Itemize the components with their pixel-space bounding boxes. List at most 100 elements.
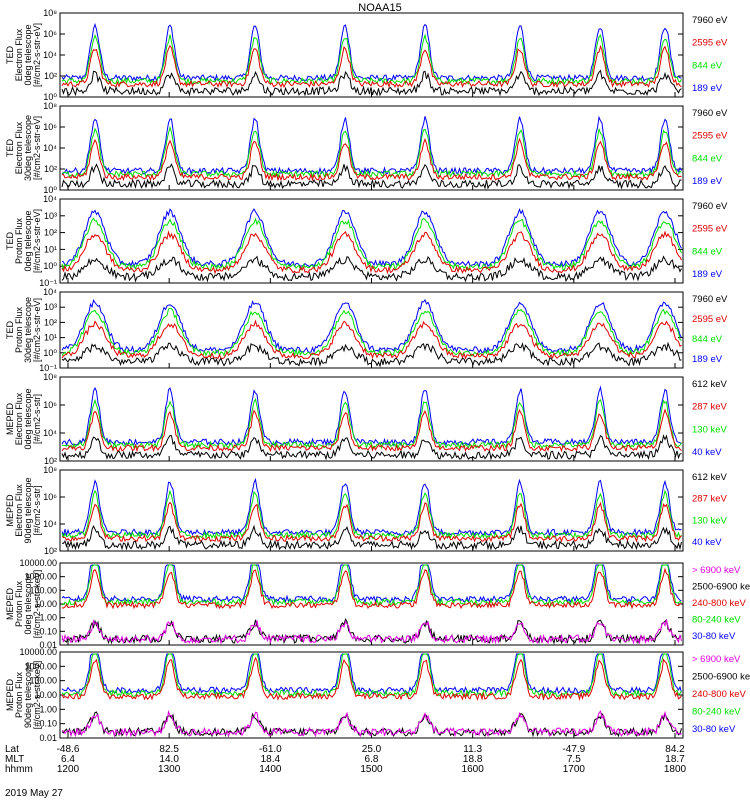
- y-tick-label: 1.00: [39, 704, 57, 714]
- y-tick-label: 10⁸: [43, 372, 57, 382]
- legend-entry: 30-80 keV: [692, 724, 736, 735]
- trace-black: [61, 524, 682, 551]
- y-tick-label: 10.00: [34, 690, 57, 700]
- y-tick-label: 10000.00: [19, 558, 57, 568]
- legend-entry: 287 keV: [692, 402, 728, 413]
- trace-blue: [61, 564, 682, 604]
- y-axis-label: Electron Flux: [14, 121, 24, 174]
- data-traces: [61, 208, 682, 283]
- trace-black: [61, 434, 682, 461]
- trace-green: [61, 564, 682, 607]
- y-tick-label: 10000.00: [19, 647, 57, 657]
- y-axis-label: [#/cm2-s-str]: [32, 485, 42, 535]
- trace-blue: [61, 22, 682, 83]
- legend-entry: 130 keV: [692, 515, 728, 526]
- panel-2: 10⁰ 10² 10⁴ 10⁶ 10⁸ TED Electron Flux 30deg tel…: [5, 101, 728, 195]
- y-tick-label: 10⁻¹: [39, 278, 57, 288]
- data-traces: [61, 22, 682, 97]
- y-axis-label: TED: [5, 138, 15, 157]
- panel-3: 10⁻¹ 10⁰ 10¹ 10² 10³ 10⁴ TED Proton Flux 0deg te…: [5, 194, 728, 288]
- axis-row-value: 11.3: [463, 744, 482, 755]
- panel-frame: [59, 291, 684, 369]
- y-tick-label: 10⁴: [43, 50, 57, 60]
- legend-entry: 612 keV: [692, 379, 728, 390]
- y-tick-label: 10²: [44, 164, 57, 174]
- legend-entry: 189 eV: [692, 83, 723, 94]
- y-tick-label: 10²: [44, 456, 57, 466]
- legend-entry: 80-240 keV: [692, 707, 741, 718]
- legend-entry: 844 eV: [692, 60, 723, 71]
- y-tick-label: 10⁸: [43, 101, 57, 111]
- axis-row-value: 1800: [664, 764, 687, 775]
- legend-entry: 2500-6900 keV: [692, 582, 750, 593]
- y-axis-label: MEPED: [5, 403, 15, 436]
- trace-blue: [61, 477, 682, 538]
- trace-blue: [61, 385, 682, 447]
- y-tick-label: 10⁶: [43, 122, 57, 132]
- y-tick-label: 100.00: [29, 585, 57, 595]
- y-tick-label: 10⁴: [43, 143, 57, 153]
- y-axis-label: Proton Flux: [14, 671, 24, 718]
- y-axis-label: 30deg telescope: [23, 297, 33, 363]
- y-tick-label: 10⁶: [43, 400, 57, 410]
- y-tick-label: 10⁴: [43, 287, 57, 297]
- legend-entry: 189 eV: [692, 269, 723, 280]
- y-axis-label: Electron Flux: [14, 484, 24, 537]
- y-tick-label: 1000.00: [24, 572, 57, 582]
- y-axis-label: Proton Flux: [14, 217, 24, 264]
- trace-blue: [61, 115, 682, 176]
- y-tick-label: 10⁸: [43, 465, 57, 475]
- data-traces: [61, 477, 682, 551]
- y-tick-label: 100.00: [29, 676, 57, 686]
- legend-entry: 2500-6900 keV: [692, 672, 750, 683]
- y-axis-label: Proton Flux: [14, 580, 24, 627]
- legend-entry: 130 keV: [692, 424, 728, 435]
- axis-row-value: 6.8: [365, 754, 379, 765]
- axis-row-value: 1200: [57, 764, 80, 775]
- y-axis-label: 30deg telescope: [23, 115, 33, 181]
- y-axis-label: [#/cm2-s-str-keV]: [32, 570, 42, 639]
- legend-entry: 30-80 keV: [692, 631, 736, 642]
- trace-black: [61, 255, 682, 283]
- trace-red: [61, 44, 682, 89]
- figure-title: NOAA15: [358, 2, 401, 14]
- axis-row-value: 18.8: [463, 754, 483, 765]
- trace-red: [61, 501, 682, 543]
- legend-entry: 844 eV: [692, 334, 723, 345]
- y-tick-label: 10⁴: [43, 194, 57, 204]
- axis-row-value: 84.2: [665, 744, 685, 755]
- y-tick-label: 10⁰: [43, 261, 57, 271]
- y-axis-label: [#/cm2-s-str-eV]: [32, 23, 42, 87]
- trace-blue: [61, 208, 682, 269]
- legend-entry: 2595 eV: [692, 224, 728, 235]
- axis-row-label: Lat: [5, 744, 19, 755]
- trace-black: [61, 341, 682, 368]
- y-axis-label: MEPED: [5, 679, 15, 712]
- legend-entry: 2595 eV: [692, 38, 728, 49]
- y-axis-label: TED: [5, 231, 15, 250]
- axis-row-value: 1600: [462, 764, 485, 775]
- trace-red: [61, 567, 682, 610]
- legend-entry: 7960 eV: [692, 201, 728, 212]
- legend-entry: 189 eV: [692, 354, 723, 365]
- legend-entry: 80-240 keV: [692, 615, 741, 626]
- data-traces: [61, 115, 682, 190]
- y-tick-label: 0.10: [39, 626, 57, 636]
- y-tick-label: 10⁶: [43, 492, 57, 502]
- legend-entry: > 6900 keV: [692, 565, 741, 576]
- axis-row-value: -61.0: [259, 744, 282, 755]
- legend-entry: 612 keV: [692, 472, 728, 483]
- y-tick-label: 10⁰: [43, 348, 57, 358]
- y-tick-label: 10⁰: [43, 185, 57, 195]
- panel-4: 10⁻¹ 10⁰ 10¹ 10² 10³ 10⁴ TED Proton Flux 30deg t…: [5, 287, 728, 373]
- y-tick-label: 0.01: [39, 733, 57, 743]
- y-axis-label: 0deg telescope: [23, 573, 33, 634]
- y-tick-label: 10⁰: [43, 92, 57, 102]
- legend-entry: 7960 eV: [692, 108, 728, 119]
- legend-entry: 844 eV: [692, 153, 723, 164]
- legend-entry: 2595 eV: [692, 131, 728, 142]
- legend-entry: 7960 eV: [692, 15, 728, 26]
- legend-entry: 240-800 keV: [692, 689, 747, 700]
- axis-row-value: 1700: [563, 764, 586, 775]
